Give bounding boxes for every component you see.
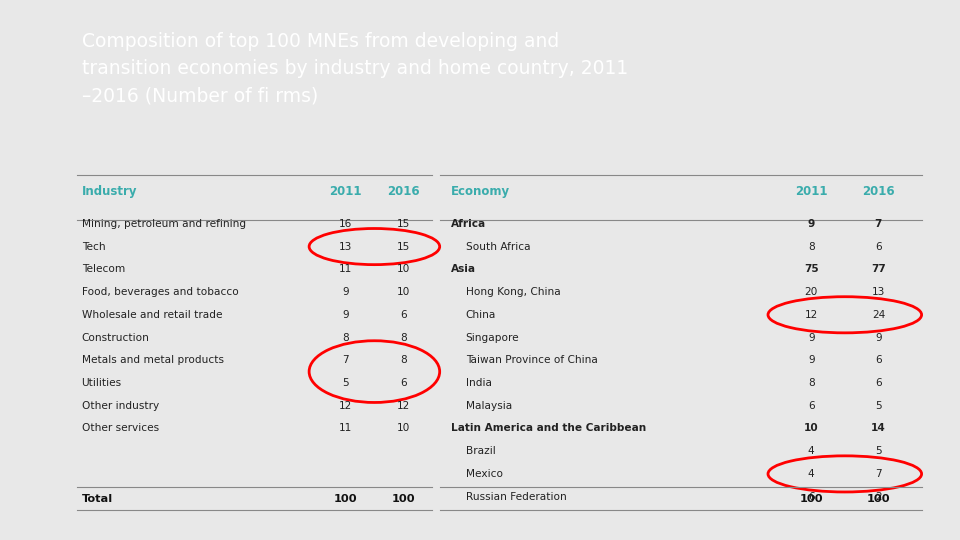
Text: Metals and metal products: Metals and metal products	[82, 355, 224, 365]
Text: China: China	[466, 310, 496, 320]
Text: 9: 9	[343, 287, 348, 297]
Text: 14: 14	[871, 423, 886, 434]
Text: Utilities: Utilities	[82, 378, 122, 388]
Text: 6: 6	[400, 310, 406, 320]
Text: India: India	[466, 378, 492, 388]
Text: 12: 12	[396, 401, 410, 411]
Text: 9: 9	[808, 333, 814, 342]
Text: 20: 20	[804, 287, 818, 297]
Text: Total: Total	[82, 494, 113, 504]
Text: 9: 9	[876, 333, 881, 342]
Text: Africa: Africa	[451, 219, 487, 229]
Text: Russian Federation: Russian Federation	[466, 491, 566, 502]
Text: 7: 7	[876, 469, 881, 479]
Text: 77: 77	[871, 264, 886, 274]
Text: Construction: Construction	[82, 333, 150, 342]
Text: 12: 12	[339, 401, 352, 411]
Text: Singapore: Singapore	[466, 333, 519, 342]
Text: 2016: 2016	[862, 185, 895, 198]
Text: 15: 15	[396, 219, 410, 229]
Text: 8: 8	[399, 355, 407, 365]
Text: 6: 6	[400, 378, 406, 388]
Text: Composition of top 100 MNEs from developing and
transition economies by industry: Composition of top 100 MNEs from develop…	[82, 32, 628, 105]
Text: 5: 5	[876, 446, 881, 456]
Text: 5: 5	[876, 401, 881, 411]
Text: 13: 13	[872, 287, 885, 297]
Text: Economy: Economy	[451, 185, 511, 198]
Text: 9: 9	[343, 310, 348, 320]
Text: 10: 10	[804, 423, 819, 434]
Text: 4: 4	[808, 446, 814, 456]
Text: 75: 75	[804, 264, 819, 274]
Text: 10: 10	[396, 423, 410, 434]
Text: Wholesale and retail trade: Wholesale and retail trade	[82, 310, 222, 320]
Text: 2: 2	[876, 491, 881, 502]
Text: Hong Kong, China: Hong Kong, China	[466, 287, 561, 297]
Text: 16: 16	[339, 219, 352, 229]
Text: 2011: 2011	[795, 185, 828, 198]
Text: 6: 6	[876, 241, 881, 252]
Text: 7: 7	[343, 355, 348, 365]
Text: 9: 9	[807, 219, 815, 229]
Text: Latin America and the Caribbean: Latin America and the Caribbean	[451, 423, 646, 434]
Text: 2016: 2016	[387, 185, 420, 198]
Text: 11: 11	[339, 423, 352, 434]
Text: 100: 100	[334, 494, 357, 504]
Text: 8: 8	[807, 378, 815, 388]
Text: South Africa: South Africa	[466, 241, 530, 252]
Text: 15: 15	[396, 241, 410, 252]
Text: 6: 6	[876, 378, 881, 388]
Text: 9: 9	[808, 355, 814, 365]
Text: Malaysia: Malaysia	[466, 401, 512, 411]
Text: Brazil: Brazil	[466, 446, 495, 456]
Text: 10: 10	[396, 287, 410, 297]
Text: 12: 12	[804, 310, 818, 320]
Text: 8: 8	[807, 241, 815, 252]
Text: Mexico: Mexico	[466, 469, 503, 479]
Text: Tech: Tech	[82, 241, 106, 252]
Text: 4: 4	[808, 469, 814, 479]
Text: 100: 100	[800, 494, 823, 504]
Text: 7: 7	[875, 219, 882, 229]
Text: Industry: Industry	[82, 185, 137, 198]
Text: 11: 11	[339, 264, 352, 274]
Text: 100: 100	[392, 494, 415, 504]
Text: Taiwan Province of China: Taiwan Province of China	[466, 355, 597, 365]
Text: Mining, petroleum and refining: Mining, petroleum and refining	[82, 219, 246, 229]
Text: 6: 6	[808, 401, 814, 411]
Text: Asia: Asia	[451, 264, 476, 274]
Text: Telecom: Telecom	[82, 264, 125, 274]
Text: 6: 6	[808, 491, 814, 502]
Text: 10: 10	[396, 264, 410, 274]
Text: Food, beverages and tobacco: Food, beverages and tobacco	[82, 287, 238, 297]
Text: 13: 13	[339, 241, 352, 252]
Text: Other services: Other services	[82, 423, 158, 434]
Text: 2011: 2011	[329, 185, 362, 198]
Text: Other industry: Other industry	[82, 401, 158, 411]
Text: 6: 6	[876, 355, 881, 365]
Text: 100: 100	[867, 494, 890, 504]
Text: 8: 8	[342, 333, 349, 342]
Text: 5: 5	[343, 378, 348, 388]
Text: 24: 24	[872, 310, 885, 320]
Text: 8: 8	[399, 333, 407, 342]
